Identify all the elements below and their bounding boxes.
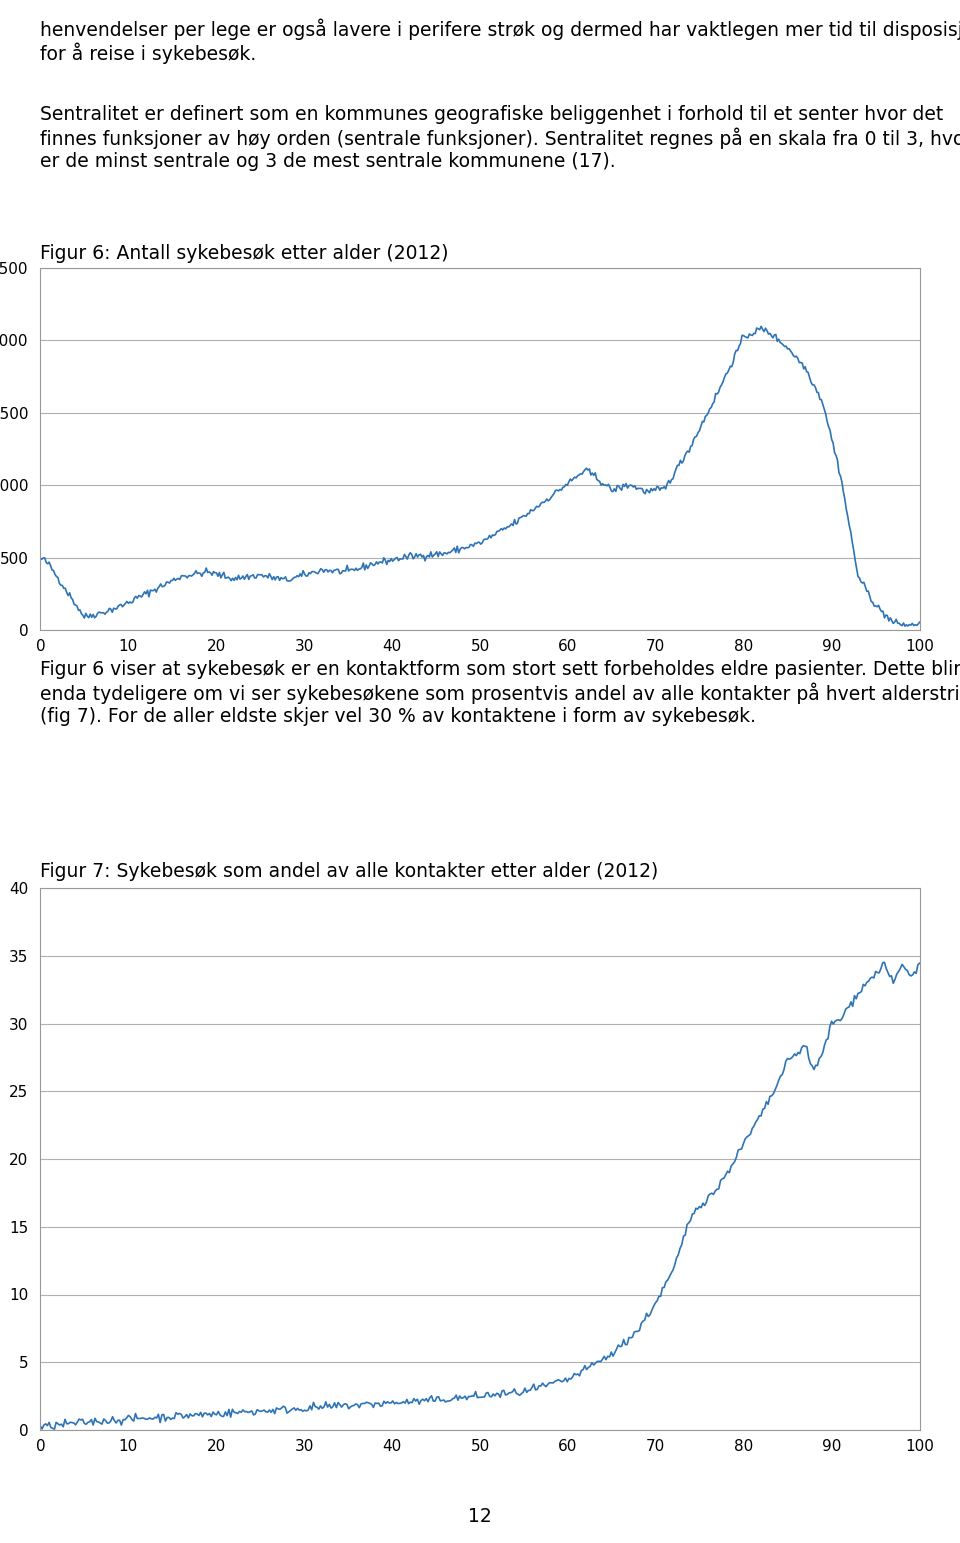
Text: Figur 7: Sykebesøk som andel av alle kontakter etter alder (2012): Figur 7: Sykebesøk som andel av alle kon… [40, 863, 659, 881]
Text: Figur 6: Antall sykebesøk etter alder (2012): Figur 6: Antall sykebesøk etter alder (2… [40, 244, 449, 262]
Text: henvendelser per lege er også lavere i perifere strøk og dermed har vaktlegen me: henvendelser per lege er også lavere i p… [40, 19, 960, 65]
Text: Figur 6 viser at sykebesøk er en kontaktform som stort sett forbeholdes eldre pa: Figur 6 viser at sykebesøk er en kontakt… [40, 660, 960, 727]
Text: Sentralitet er definert som en kommunes geografiske beliggenhet i forhold til et: Sentralitet er definert som en kommunes … [40, 105, 960, 171]
Text: 12: 12 [468, 1508, 492, 1526]
